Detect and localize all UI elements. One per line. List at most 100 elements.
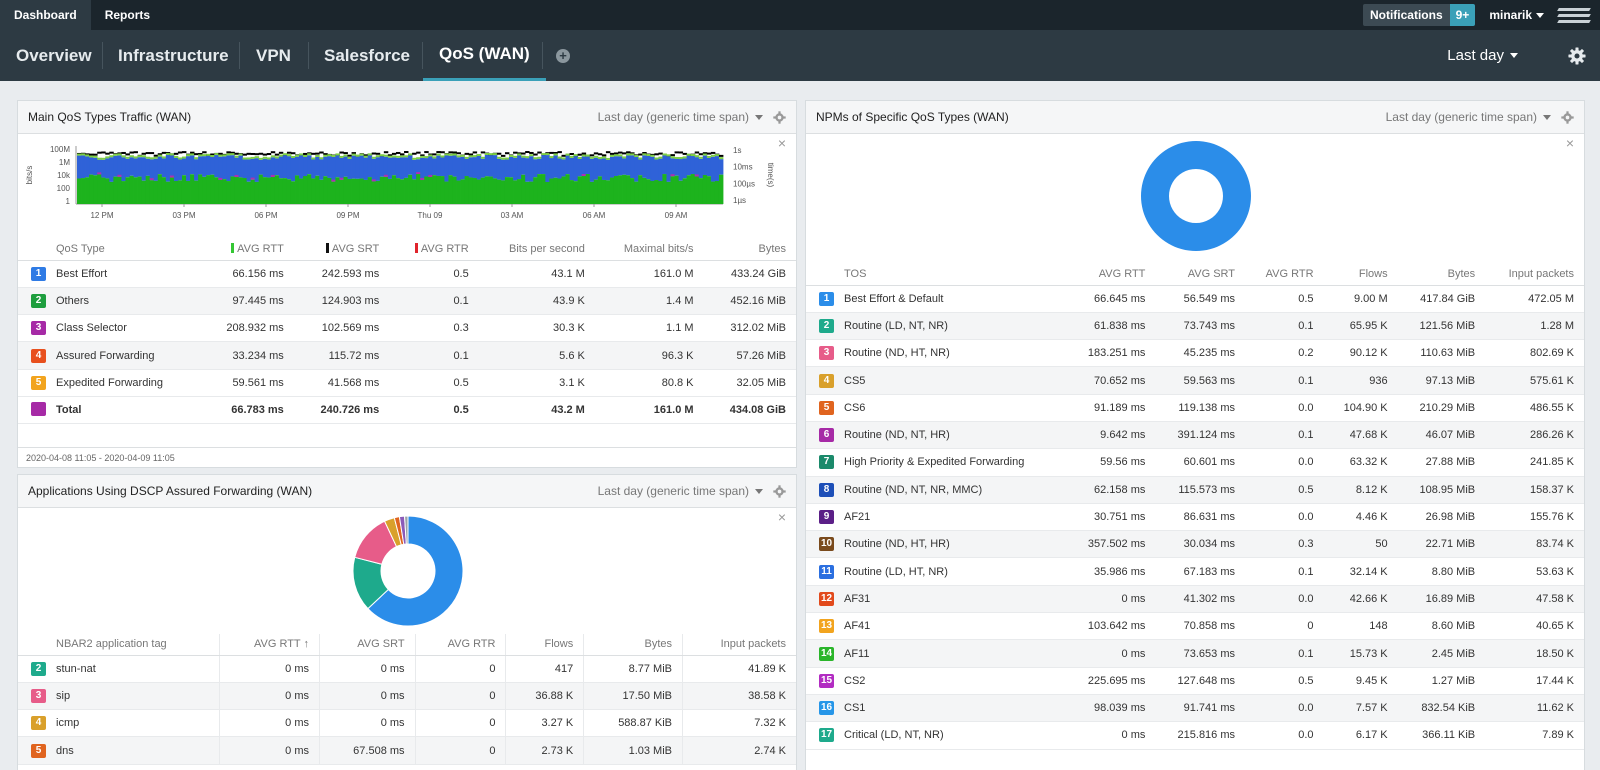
row-index-cell: 3	[18, 682, 46, 711]
row-name: CS6	[834, 394, 1066, 422]
row-index-cell: 3	[18, 314, 46, 343]
table-row[interactable]: 13 AF41 103.642 ms 70.858 ms 0 148 8.60 MiB 40.…	[806, 612, 1584, 641]
user-menu[interactable]: minarik	[1489, 8, 1544, 22]
column-header[interactable]: AVG RTR	[415, 634, 507, 656]
table-row[interactable]: 11 Routine (LD, HT, NR) 35.986 ms 67.183 ms…	[806, 557, 1584, 586]
donut-slice[interactable]	[1140, 141, 1251, 251]
table-row[interactable]: 1 Best Effort & Default 66.645 ms 56.549 ms…	[806, 285, 1584, 313]
table-row[interactable]: 6 Routine (ND, NT, HR) 9.642 ms 391.124 ms 0…	[806, 421, 1584, 450]
notifications-button[interactable]: Notifications 9+	[1362, 4, 1476, 26]
column-header-avg-rtr[interactable]: AVG RTR	[389, 239, 479, 261]
close-icon[interactable]: ×	[777, 135, 786, 151]
tab-infrastructure[interactable]: Infrastructure	[118, 45, 229, 65]
panel-timespan-dropdown[interactable]: Last day (generic time span)	[598, 484, 763, 498]
table-row[interactable]: 2 Others 97.445 ms 124.903 ms 0.1 43.9 K 1.4 M…	[18, 287, 796, 316]
table-row[interactable]: 15 CS2 225.695 ms 127.648 ms 0.5 9.45 K 1.27 M…	[806, 667, 1584, 695]
column-header[interactable]: Input packets	[1485, 264, 1584, 286]
row-value-packets: 17.44 K	[1485, 667, 1584, 695]
table-row[interactable]: 3 sip 0 ms 0 ms 0 36.88 K 17.50 MiB 38.58 K	[18, 682, 796, 711]
column-header[interactable]: NBAR2 application tag	[46, 634, 220, 656]
row-value-packets: 7.32 K	[682, 709, 796, 738]
tab-vpn[interactable]: VPN	[256, 45, 291, 65]
total-row[interactable]: Total 66.783 ms 240.726 ms 0.5 43.2 M 161.0 M…	[18, 395, 796, 425]
row-value-max: 80.8 K	[594, 369, 704, 397]
column-header-avg-srt[interactable]: AVG SRT	[293, 239, 390, 261]
row-name: CS1	[834, 694, 1066, 723]
x-tick-label: Thu 09	[418, 211, 443, 220]
table-row[interactable]: 5 Expedited Forwarding 59.561 ms 41.568 ms 0…	[18, 369, 796, 397]
top-tab-dashboard[interactable]: Dashboard	[0, 0, 91, 30]
table-row[interactable]: 8 Routine (ND, NT, NR, MMC) 62.158 ms 115.5…	[806, 476, 1584, 504]
column-header-avg-rtt[interactable]: AVG RTT	[199, 239, 294, 261]
row-value-packets: 83.74 K	[1485, 530, 1584, 559]
panel-title: Main QoS Types Traffic (WAN)	[28, 110, 192, 124]
row-value-flows: 148	[1323, 612, 1398, 641]
column-header[interactable]: Bits per second	[478, 239, 595, 261]
donut-slice[interactable]	[404, 515, 409, 545]
row-value-packets: 486.55 K	[1485, 394, 1584, 422]
panel-timespan-dropdown[interactable]: Last day (generic time span)	[1386, 110, 1551, 124]
close-icon[interactable]: ×	[1565, 135, 1574, 151]
column-header[interactable]: AVG RTT ↑	[219, 634, 321, 656]
table-row[interactable]: 14 AF11 0 ms 73.653 ms 0.1 15.73 K 2.45 MiB 18.…	[806, 639, 1584, 668]
column-header[interactable]: AVG SRT	[319, 634, 416, 656]
table-row[interactable]: 12 AF31 0 ms 41.302 ms 0.0 42.66 K 16.89 MiB 47…	[806, 585, 1584, 614]
row-value-srt: 0 ms	[319, 709, 416, 738]
gear-icon[interactable]	[1561, 110, 1574, 124]
table-row[interactable]: 9 AF21 30.751 ms 86.631 ms 0.0 4.46 K 26.98 Mi…	[806, 503, 1584, 532]
table-row[interactable]: 4 CS5 70.652 ms 59.563 ms 0.1 936 97.13 MiB 575…	[806, 366, 1584, 395]
table-row[interactable]: 7 High Priority & Expedited Forwarding 59.…	[806, 448, 1584, 477]
table-row[interactable]: 17 Critical (LD, NT, NR) 0 ms 215.816 ms 0.0…	[806, 721, 1584, 750]
app-logo-icon[interactable]	[1557, 4, 1591, 26]
tab-overview[interactable]: Overview	[16, 45, 92, 65]
close-icon[interactable]: ×	[777, 509, 786, 525]
table-row[interactable]: 1 Best Effort 66.156 ms 242.593 ms 0.5 43.1 M…	[18, 260, 796, 288]
tab-qos-wan[interactable]: QoS (WAN)	[423, 30, 546, 81]
panel-timespan-dropdown[interactable]: Last day (generic time span)	[598, 110, 763, 124]
row-value-bytes: 16.89 MiB	[1397, 585, 1486, 614]
row-value-rtr: 0.1	[1245, 421, 1324, 450]
column-header[interactable]: QoS Type	[46, 239, 200, 261]
legend-swatch-rtt	[231, 243, 235, 254]
row-value-flows: 9.00 M	[1323, 285, 1398, 313]
row-value-rtr: 0.1	[389, 287, 479, 316]
column-header[interactable]: Flows	[505, 634, 585, 656]
donut-slice[interactable]	[367, 515, 464, 627]
table-row[interactable]: 3 Class Selector 208.932 ms 102.569 ms 0.3 30…	[18, 314, 796, 343]
column-header[interactable]: Bytes	[583, 634, 684, 656]
tos-table: TOS AVG RTT AVG SRT AVG RTR Flows Bytes …	[806, 264, 1584, 750]
column-header[interactable]: TOS	[834, 264, 1066, 286]
table-row[interactable]: 2 Routine (LD, NT, NR) 61.838 ms 73.743 ms 0…	[806, 312, 1584, 341]
table-row[interactable]: 5 dns 0 ms 67.508 ms 0 2.73 K 1.03 MiB 2.74 K	[18, 736, 796, 765]
row-value-packets: 47.58 K	[1485, 585, 1584, 614]
column-header[interactable]: Input packets	[682, 634, 796, 656]
column-header[interactable]: AVG RTT	[1065, 264, 1156, 286]
table-row[interactable]: 10 Routine (ND, HT, HR) 357.502 ms 30.034 m…	[806, 530, 1584, 559]
table-row[interactable]: 2 stun-nat 0 ms 0 ms 0 417 8.77 MiB 41.89 K	[18, 655, 796, 683]
y-tick-label-right: 10ms	[733, 163, 753, 172]
row-value-bytes: 210.29 MiB	[1397, 394, 1486, 422]
column-header[interactable]: Maximal bits/s	[594, 239, 704, 261]
column-header[interactable]: Bytes	[703, 239, 796, 261]
gear-icon[interactable]	[773, 110, 786, 124]
column-header[interactable]: Flows	[1323, 264, 1398, 286]
column-header[interactable]: AVG SRT	[1155, 264, 1246, 286]
row-value-srt: 115.573 ms	[1155, 476, 1246, 504]
gear-icon[interactable]	[773, 484, 786, 498]
dashboard-tab-bar: Overview Infrastructure VPN Salesforce Q…	[0, 30, 1600, 81]
timespan-dropdown[interactable]: Last day	[1447, 30, 1518, 81]
table-row[interactable]: 4 Assured Forwarding 33.234 ms 115.72 ms 0.1…	[18, 341, 796, 370]
column-header[interactable]: AVG RTR	[1245, 264, 1324, 286]
top-tab-reports[interactable]: Reports	[104, 8, 151, 22]
gear-icon[interactable]	[1568, 47, 1586, 65]
row-value-bps: 43.2 M	[478, 395, 595, 425]
chevron-down-icon	[1536, 12, 1544, 18]
table-row[interactable]: 16 CS1 98.039 ms 91.741 ms 0.0 7.57 K 832.54 K…	[806, 694, 1584, 723]
add-tab-icon[interactable]: +	[556, 49, 570, 63]
row-value-rtt: 225.695 ms	[1065, 667, 1156, 695]
table-row[interactable]: 5 CS6 91.189 ms 119.138 ms 0.0 104.90 K 210.29…	[806, 394, 1584, 422]
table-row[interactable]: 4 icmp 0 ms 0 ms 0 3.27 K 588.87 KiB 7.32 K	[18, 709, 796, 738]
tab-salesforce[interactable]: Salesforce	[324, 45, 410, 65]
column-header[interactable]: Bytes	[1397, 264, 1486, 286]
table-row[interactable]: 3 Routine (ND, HT, NR) 183.251 ms 45.235 ms…	[806, 339, 1584, 368]
